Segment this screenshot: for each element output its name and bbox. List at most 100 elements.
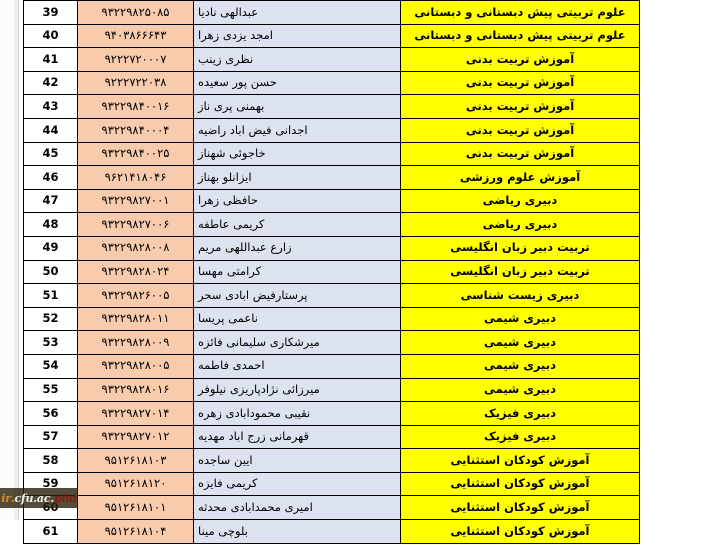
cell-phone: ۹۳۲۲۹۸۲۶۰۰۵ <box>77 283 194 308</box>
cell-field: دبیری ریاضی <box>400 212 640 237</box>
table-row: آموزش تربیت بدنی خاجوئی شهناز ۹۳۲۲۹۸۴۰۰۲۵ 4… <box>23 141 640 167</box>
cell-index: 57 <box>23 424 78 450</box>
cell-index: 43 <box>23 94 78 119</box>
table-row: دبیری ریاضی کریمی عاطفه ۹۳۲۲۹۸۲۷۰۰۶ 48 <box>23 212 640 237</box>
cell-phone: ۹۳۲۲۹۸۲۵۰۸۵ <box>77 0 194 25</box>
cell-phone: ۹۳۲۲۹۸۴۰۰۱۶ <box>77 94 194 119</box>
cell-phone: ۹۳۲۲۹۸۲۷۰۱۲ <box>77 424 194 450</box>
student-table: علوم تربیتی پیش دبستانی و دبستانی عبدالهی… <box>23 0 640 544</box>
cell-index: 42 <box>23 70 78 96</box>
cell-name: میرزائی نژادپاریزی نیلوفر <box>193 377 401 403</box>
table-row: آموزش کودکان استثنایی کریمی فایزه ۹۵۱۲۶۱۸۱… <box>23 471 640 497</box>
watermark: phd .cfu.ac .ir <box>0 488 78 508</box>
cell-name: نقیبی محمودابادی زهره <box>193 401 401 426</box>
cell-phone: ۹۳۲۲۹۸۴۰۰۰۴ <box>77 117 194 143</box>
cell-index: 46 <box>23 165 78 190</box>
cell-name: ایین ساجده <box>193 448 401 473</box>
cell-field: آموزش کودکان استثنایی <box>400 448 640 473</box>
table-row: آموزش کودکان استثنایی امیری محمدابادی محد… <box>23 495 640 521</box>
cell-field: علوم تربیتی پیش دبستانی و دبستانی <box>400 23 640 49</box>
cell-name: امجد یزدی زهرا <box>193 23 401 49</box>
table-row: دبیری زیست شناسی پرستارفیض ابادی سحر ۹۳۲۲۹… <box>23 283 640 308</box>
cell-field: آموزش تربیت بدنی <box>400 94 640 119</box>
cell-index: 55 <box>23 377 78 403</box>
cell-field: دبیری ریاضی <box>400 188 640 214</box>
spreadsheet-sheet: علوم تربیتی پیش دبستانی و دبستانی عبدالهی… <box>23 0 640 544</box>
table-row: دبیری شیمی میرزائی نژادپاریزی نیلوفر ۹۳۲۲۹… <box>23 377 640 403</box>
cell-index: 47 <box>23 188 78 214</box>
cell-name: زارع عبداللهی مریم <box>193 235 401 261</box>
cell-field: دبیری زیست شناسی <box>400 283 640 308</box>
cell-phone: ۹۶۲۱۴۱۸۰۴۶ <box>77 165 194 190</box>
cell-field: دبیری شیمی <box>400 330 640 355</box>
table-row: آموزش تربیت بدنی اجدانی فیض اباد راضیه ۹۳۲… <box>23 117 640 143</box>
cell-name: کرامتی مهسا <box>193 259 401 285</box>
cell-phone: ۹۳۲۲۹۸۲۷۰۱۴ <box>77 401 194 426</box>
table-row: دبیری شیمی احمدی فاطمه ۹۳۲۲۹۸۲۸۰۰۵ 54 <box>23 353 640 379</box>
cell-index: 52 <box>23 306 78 332</box>
cell-index: 45 <box>23 141 78 167</box>
table-row: آموزش تربیت بدنی حسن پور سعیده ۹۲۲۲۷۲۲۰۳۸ 4… <box>23 70 640 96</box>
cell-field: دبیری شیمی <box>400 353 640 379</box>
cell-name: کریمی عاطفه <box>193 212 401 237</box>
table-row: آموزش کودکان استثنایی بلوچی مینا ۹۵۱۲۶۱۸۱۰… <box>23 519 640 544</box>
cell-index: 39 <box>23 0 78 25</box>
cell-field: علوم تربیتی پیش دبستانی و دبستانی <box>400 0 640 25</box>
cell-name: بلوچی مینا <box>193 519 401 544</box>
cell-index: 58 <box>23 448 78 473</box>
table-row: دبیری فیزیک نقیبی محمودابادی زهره ۹۳۲۲۹۸۲۷… <box>23 401 640 426</box>
cell-phone: ۹۳۲۲۹۸۲۸۰۰۹ <box>77 330 194 355</box>
cell-name: نظری زینب <box>193 47 401 72</box>
cell-phone: ۹۵۱۲۶۱۸۱۰۱ <box>77 495 194 521</box>
cell-name: میرشکاری سلیمانی فائزه <box>193 330 401 355</box>
watermark-part-1: phd <box>53 491 77 505</box>
cell-index: 49 <box>23 235 78 261</box>
cell-name: احمدی فاطمه <box>193 353 401 379</box>
cell-field: تربیت دبیر زبان انگلیسی <box>400 235 640 261</box>
table-row: آموزش کودکان استثنایی ایین ساجده ۹۵۱۲۶۱۸۱۰… <box>23 448 640 473</box>
cell-name: کریمی فایزه <box>193 471 401 497</box>
cell-name: ایزانلو بهناز <box>193 165 401 190</box>
cell-index: 51 <box>23 283 78 308</box>
table-row: دبیری ریاضی حافظی زهرا ۹۳۲۲۹۸۲۷۰۰۱ 47 <box>23 188 640 214</box>
table-row: تربیت دبیر زبان انگلیسی زارع عبداللهی مری… <box>23 235 640 261</box>
cell-field: آموزش کودکان استثنایی <box>400 519 640 544</box>
cell-index: 61 <box>23 519 78 544</box>
cell-phone: ۹۳۲۲۹۸۲۸۰۲۴ <box>77 259 194 285</box>
cell-name: بهمنی پری ناز <box>193 94 401 119</box>
table-row: دبیری شیمی ناعمی پریسا ۹۳۲۲۹۸۲۸۰۱۱ 52 <box>23 306 640 332</box>
cell-index: 53 <box>23 330 78 355</box>
watermark-part-3: .ir <box>1 491 15 505</box>
cell-phone: ۹۳۲۲۹۸۴۰۰۲۵ <box>77 141 194 167</box>
cell-name: عبدالهی نادیا <box>193 0 401 25</box>
cell-phone: ۹۵۱۲۶۱۸۱۰۴ <box>77 519 194 544</box>
cell-name: حافظی زهرا <box>193 188 401 214</box>
cell-field: دبیری شیمی <box>400 377 640 403</box>
watermark-part-2: .cfu.ac <box>14 491 54 505</box>
cell-field: دبیری شیمی <box>400 306 640 332</box>
table-row: تربیت دبیر زبان انگلیسی کرامتی مهسا ۹۳۲۲۹۸… <box>23 259 640 285</box>
cell-name: قهرمانی زرج اباد مهدیه <box>193 424 401 450</box>
cell-name: پرستارفیض ابادی سحر <box>193 283 401 308</box>
cell-name: حسن پور سعیده <box>193 70 401 96</box>
cell-name: خاجوئی شهناز <box>193 141 401 167</box>
cell-name: اجدانی فیض اباد راضیه <box>193 117 401 143</box>
cell-phone: ۹۳۲۲۹۸۲۸۰۱۱ <box>77 306 194 332</box>
cell-index: 54 <box>23 353 78 379</box>
cell-field: آموزش کودکان استثنایی <box>400 471 640 497</box>
cell-field: تربیت دبیر زبان انگلیسی <box>400 259 640 285</box>
cell-field: آموزش تربیت بدنی <box>400 141 640 167</box>
cell-phone: ۹۲۲۲۷۲۰۰۰۷ <box>77 47 194 72</box>
cell-field: دبیری فیزیک <box>400 401 640 426</box>
cell-phone: ۹۳۲۲۹۸۲۸۰۱۶ <box>77 377 194 403</box>
cell-field: آموزش تربیت بدنی <box>400 117 640 143</box>
cell-phone: ۹۳۲۲۹۸۲۸۰۰۵ <box>77 353 194 379</box>
cell-index: 41 <box>23 47 78 72</box>
cell-index: 48 <box>23 212 78 237</box>
cell-index: 44 <box>23 117 78 143</box>
cell-field: آموزش تربیت بدنی <box>400 47 640 72</box>
table-row: دبیری فیزیک قهرمانی زرج اباد مهدیه ۹۳۲۲۹۸۲… <box>23 424 640 450</box>
cell-name: ناعمی پریسا <box>193 306 401 332</box>
cell-index: 56 <box>23 401 78 426</box>
cell-field: دبیری فیزیک <box>400 424 640 450</box>
